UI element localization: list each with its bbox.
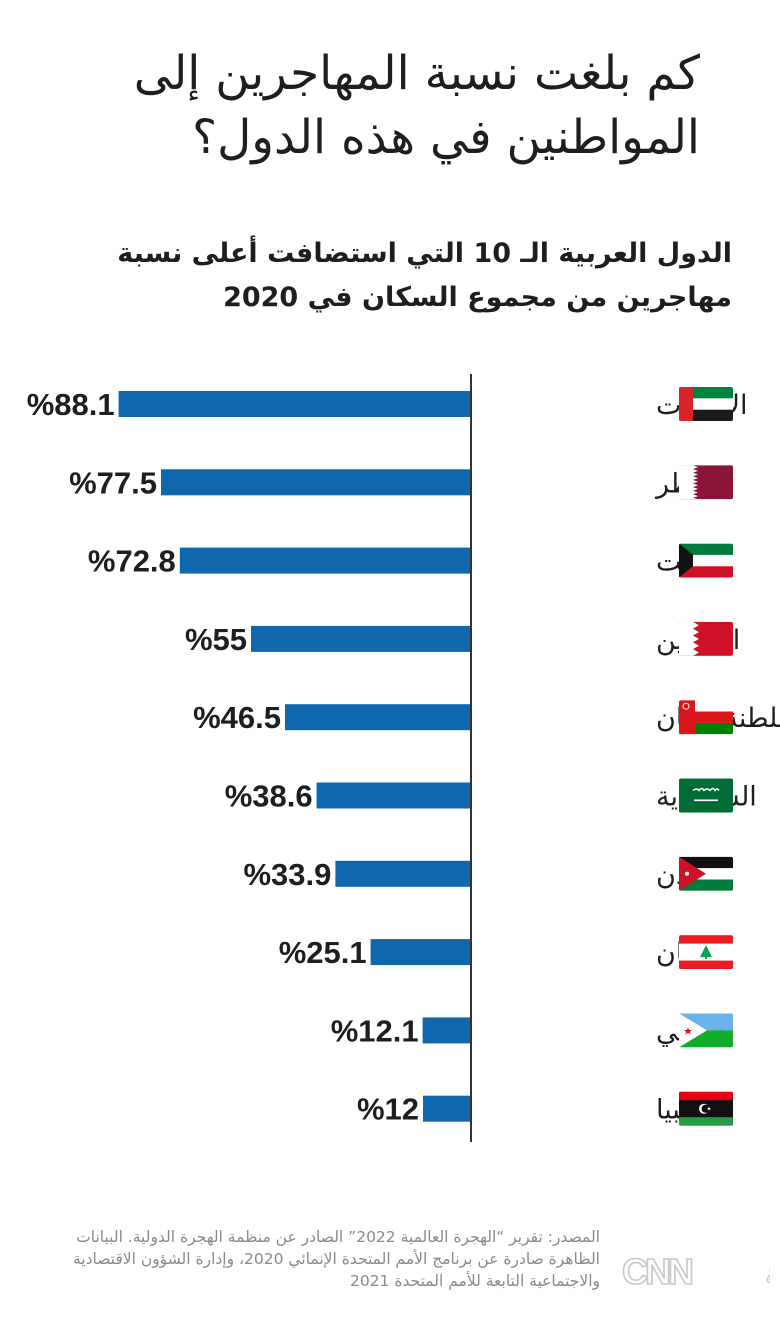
chart-subtitle: الدول العربية الـ 10 التي استضافت أعلى ن… bbox=[117, 238, 732, 313]
value-label: %12.1 bbox=[331, 1013, 419, 1048]
source-note: المصدر: تقرير “الهجرة العالمية 2022” الص… bbox=[72, 1228, 600, 1290]
bar bbox=[179, 547, 472, 574]
value-label: %38.6 bbox=[225, 779, 313, 814]
value-label: %33.9 bbox=[243, 857, 331, 892]
bar bbox=[285, 704, 471, 731]
value-label: %46.5 bbox=[193, 700, 281, 735]
chart-title: كم بلغت نسبة المهاجرين إلى المواطنين في … bbox=[133, 46, 700, 165]
value-label: %25.1 bbox=[279, 935, 367, 970]
value-label: %55 bbox=[185, 622, 247, 657]
bar bbox=[161, 469, 471, 496]
libya-flag-icon bbox=[679, 1091, 733, 1126]
kuwait-flag-icon bbox=[679, 543, 733, 578]
value-label: %88.1 bbox=[27, 387, 115, 422]
bar-chart: %88.1الإمارات%77.5قطر%72.8الكويت%55البحر… bbox=[27, 374, 780, 1142]
value-label: %72.8 bbox=[88, 544, 176, 579]
bar bbox=[118, 391, 471, 417]
qatar-flag-icon bbox=[679, 465, 733, 500]
bar bbox=[422, 1017, 471, 1044]
bar bbox=[251, 625, 471, 652]
value-label: %12 bbox=[357, 1092, 419, 1127]
cnn-arabic-logo: CNN بالعربية bbox=[621, 1250, 770, 1293]
oman-flag-icon bbox=[679, 700, 733, 735]
jordan-flag-icon bbox=[679, 856, 733, 891]
svg-text:CNN: CNN bbox=[622, 1251, 692, 1292]
bar bbox=[423, 1095, 471, 1122]
saudi-flag-icon bbox=[679, 778, 733, 813]
djibouti-flag-icon bbox=[679, 1013, 733, 1048]
bar bbox=[335, 860, 471, 887]
value-label: %77.5 bbox=[69, 465, 157, 500]
bar bbox=[316, 782, 471, 809]
svg-text:بالعربية: بالعربية bbox=[765, 1257, 770, 1292]
uae-flag-icon bbox=[679, 387, 733, 421]
lebanon-flag-icon bbox=[679, 935, 733, 970]
bahrain-flag-icon bbox=[679, 621, 733, 656]
bar bbox=[370, 939, 471, 966]
